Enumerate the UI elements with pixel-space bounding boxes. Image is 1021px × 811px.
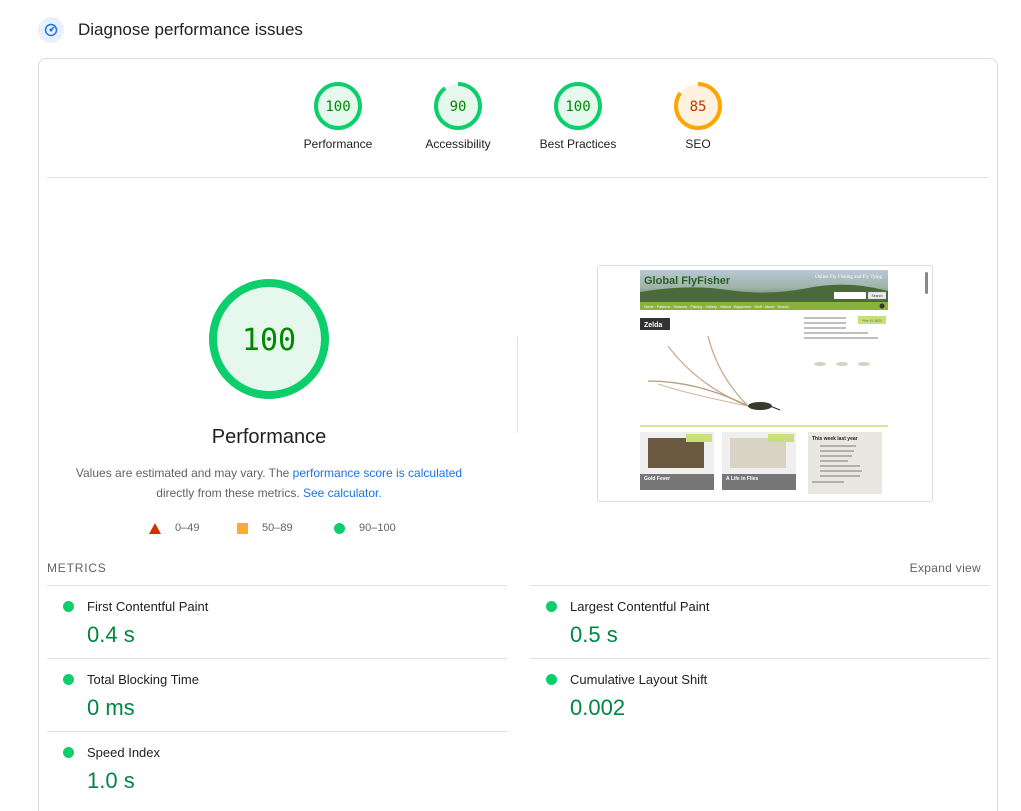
performance-note: Values are estimated and may vary. The p… xyxy=(69,463,469,503)
legend-range: 0–49 xyxy=(175,522,200,534)
metric-value: 0 ms xyxy=(87,695,135,720)
triangle-icon xyxy=(149,522,161,534)
metric-value: 0.5 s xyxy=(570,622,618,647)
gauge-ring: 100 xyxy=(314,82,362,130)
card-title-1: Gold Fever xyxy=(644,476,670,482)
metric-value: 1.0 s xyxy=(87,768,135,793)
metric-name: Total Blocking Time xyxy=(87,672,199,687)
legend-range: 50–89 xyxy=(262,522,293,534)
legend-fail: 0–49 xyxy=(149,522,199,534)
gauge-seo[interactable]: 85 SEO xyxy=(648,81,748,151)
square-icon xyxy=(237,522,248,534)
week-title: This week last year xyxy=(812,436,858,442)
see-calculator-link[interactable]: See calculator. xyxy=(303,486,382,500)
expand-view-button[interactable]: Expand view xyxy=(909,561,981,575)
gauge-performance[interactable]: 100 Performance xyxy=(288,81,388,151)
gauge-label: Best Practices xyxy=(539,137,617,151)
report-card: 100 Performance 90 Accessibility 100 Bes… xyxy=(38,58,998,811)
site-title: Global FlyFisher xyxy=(644,275,731,287)
performance-score: 100 xyxy=(242,323,296,358)
gauge-label: SEO xyxy=(685,137,711,151)
score-calculated-link[interactable]: performance score is calculated xyxy=(292,466,463,480)
legend-range: 90–100 xyxy=(359,522,396,534)
svg-text:Home · Patterns · Seasons · Fi: Home · Patterns · Seasons · Fishing · Ga… xyxy=(644,305,789,309)
gauge-ring: 85 xyxy=(674,82,722,130)
page-screenshot[interactable]: Global FlyFisher Online Fly Fishing and … xyxy=(597,265,933,502)
gauge-accessibility[interactable]: 90 Accessibility xyxy=(408,81,508,151)
metric-name: Largest Contentful Paint xyxy=(570,599,710,614)
note-text: Values are estimated and may vary. The xyxy=(75,466,293,480)
gauge-label: Performance xyxy=(303,137,373,151)
metrics-heading: METRICS xyxy=(47,561,107,575)
vertical-divider xyxy=(517,337,518,433)
gauge-score: 100 xyxy=(325,99,350,115)
gauge-label: Accessibility xyxy=(425,137,491,151)
gauge-ring: 90 xyxy=(434,82,482,130)
note-text: directly from these metrics. xyxy=(156,486,300,500)
metric-largest-contentful-paint: Largest Contentful Paint 0.5 s xyxy=(530,585,990,658)
performance-title: Performance xyxy=(211,426,327,448)
performance-score-gauge: 100 xyxy=(209,279,329,399)
metric-speed-index: Speed Index 1.0 s xyxy=(47,731,507,804)
pass-circle-icon xyxy=(63,674,74,685)
screenshot-image: Global FlyFisher Online Fly Fishing and … xyxy=(640,270,928,494)
metric-total-blocking-time: Total Blocking Time 0 ms xyxy=(47,658,507,731)
legend-average: 50–89 xyxy=(237,522,293,534)
metric-name: Cumulative Layout Shift xyxy=(570,672,708,687)
gauge-score: 100 xyxy=(565,99,590,115)
performance-gauge-icon xyxy=(38,17,64,43)
metric-value: 0.4 s xyxy=(87,622,135,647)
gauge-score: 90 xyxy=(450,99,467,115)
section-title: Diagnose performance issues xyxy=(78,20,303,39)
card-title-2: A Life in Flies xyxy=(726,476,759,482)
pass-circle-icon xyxy=(63,601,74,612)
pass-circle-icon xyxy=(546,601,557,612)
divider xyxy=(47,177,989,178)
gauge-ring: 100 xyxy=(554,82,602,130)
pass-circle-icon xyxy=(546,674,557,685)
metric-first-contentful-paint: First Contentful Paint 0.4 s xyxy=(47,585,507,658)
search-button: Search xyxy=(871,294,882,298)
feature-label: Zelda xyxy=(644,322,662,329)
circle-icon xyxy=(334,522,345,534)
gauge-score: 85 xyxy=(690,99,707,115)
date-badge: Nov 15, 2023 xyxy=(862,319,881,324)
metric-value: 0.002 xyxy=(570,695,626,720)
metric-name: Speed Index xyxy=(87,745,161,760)
category-gauges: 100 Performance 90 Accessibility 100 Bes… xyxy=(39,59,997,179)
section-header: Diagnose performance issues xyxy=(38,17,303,43)
site-tagline: Online Fly Fishing and Fly Tying xyxy=(815,275,882,280)
legend-pass: 90–100 xyxy=(334,522,396,534)
score-legend: 0–49 50–89 90–100 xyxy=(39,522,499,538)
metric-name: First Contentful Paint xyxy=(87,599,209,614)
metric-cumulative-layout-shift: Cumulative Layout Shift 0.002 xyxy=(530,658,990,731)
pass-circle-icon xyxy=(63,747,74,758)
gauge-best-practices[interactable]: 100 Best Practices xyxy=(528,81,628,151)
